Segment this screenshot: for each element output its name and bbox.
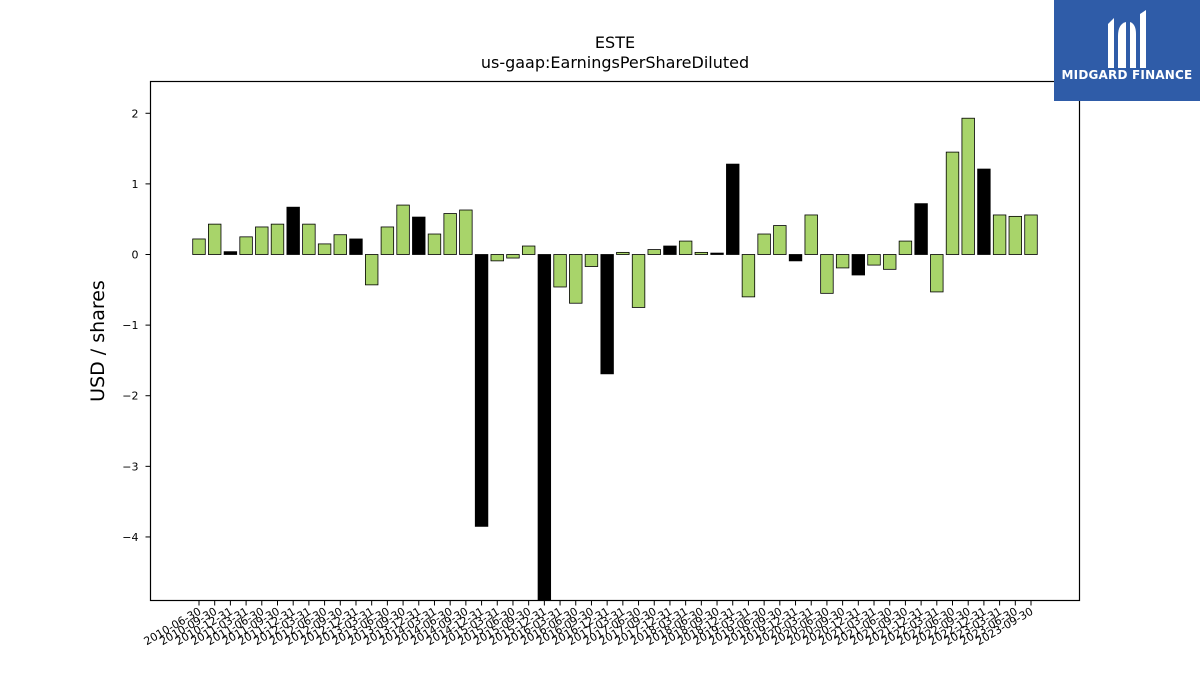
y-tick-label: 2: [132, 107, 139, 120]
y-tick-label: 1: [132, 178, 139, 191]
bars-group: [192, 117, 1038, 601]
bar-2015-09-30: [521, 245, 536, 255]
bar-2015-12-31: [537, 254, 552, 601]
bar-2014-03-31: [427, 233, 442, 255]
y-axis-ticks: 2 1 0 −1 −2 −3 −4: [122, 107, 151, 544]
bar-2014-12-31: [474, 254, 489, 527]
bar-2014-06-30: [443, 213, 457, 255]
bar-2022-12-31: [977, 168, 991, 255]
midgard-finance-logo: MIDGARD FINANCE: [1054, 0, 1200, 101]
bar-2013-09-30: [396, 204, 410, 255]
bar-2021-09-30: [898, 240, 913, 255]
bar-2016-12-31: [600, 254, 614, 375]
bar-2023-09-30: [1024, 214, 1038, 255]
bar-2021-12-31: [914, 203, 928, 255]
logo-text: MIDGARD FINANCE: [1061, 68, 1193, 82]
bar-2014-09-30: [459, 209, 473, 255]
bar-2012-09-30: [333, 234, 347, 255]
bar-2020-12-31: [851, 254, 865, 276]
bar-2019-03-31: [741, 254, 756, 298]
y-tick-label: −2: [122, 390, 138, 403]
bar-2018-09-30: [710, 252, 724, 255]
chart-subtitle: us-gaap:EarningsPerShareDiluted: [481, 53, 749, 72]
bar-2013-06-30: [380, 226, 395, 255]
bar-2020-06-30: [820, 254, 834, 294]
bar-2021-03-31: [867, 254, 881, 266]
y-tick-label: 0: [132, 249, 139, 262]
bar-2010-06-30: [192, 238, 206, 255]
bar-2021-06-30: [883, 254, 897, 270]
y-tick-label: −3: [122, 460, 138, 473]
bar-2012-06-30: [317, 243, 332, 255]
bar-2023-06-30: [1008, 215, 1022, 255]
chart-title: ESTE: [595, 33, 635, 52]
x-axis-ticks: 2010-06-302010-09-302010-12-312011-03-31…: [142, 600, 1036, 648]
bar-2013-12-31: [412, 216, 426, 255]
bar-2011-06-30: [255, 226, 269, 255]
bar-2019-06-30: [757, 233, 771, 255]
bar-2019-12-31: [788, 254, 803, 262]
bar-2020-03-31: [804, 214, 818, 255]
bar-2023-03-31: [992, 214, 1007, 255]
bar-2016-06-30: [569, 254, 583, 304]
bar-2011-12-31: [286, 206, 300, 255]
bar-2011-09-30: [270, 223, 285, 255]
bar-2019-09-30: [773, 225, 787, 255]
bar-2016-09-30: [584, 254, 599, 267]
midgard-finance-logo-icon: [1108, 10, 1146, 68]
bar-2010-12-31: [223, 251, 238, 255]
bar-2012-12-31: [349, 238, 363, 255]
bar-2020-09-30: [835, 254, 850, 269]
bar-2016-03-31: [553, 254, 567, 288]
y-tick-label: −1: [122, 319, 138, 332]
y-axis-label: USD / shares: [87, 280, 109, 402]
bar-2017-12-31: [663, 245, 677, 255]
bar-2022-03-31: [930, 254, 944, 293]
bar-2022-06-30: [945, 151, 960, 255]
bar-2018-06-30: [694, 251, 709, 255]
bar-2018-03-31: [678, 240, 693, 255]
bar-2017-09-30: [647, 249, 661, 255]
bar-2015-03-31: [490, 254, 504, 262]
bar-2018-12-31: [726, 163, 740, 255]
bar-2012-03-31: [302, 223, 316, 255]
bar-2011-03-31: [239, 236, 253, 255]
y-tick-label: −4: [122, 531, 138, 544]
bar-2013-03-31: [364, 254, 379, 286]
bar-2017-03-31: [616, 251, 630, 255]
bar-2010-09-30: [208, 223, 222, 255]
bar-2015-06-30: [506, 254, 520, 259]
plot-frame: [149, 80, 1081, 602]
bar-2017-06-30: [631, 254, 646, 308]
bar-2022-09-30: [961, 117, 975, 255]
